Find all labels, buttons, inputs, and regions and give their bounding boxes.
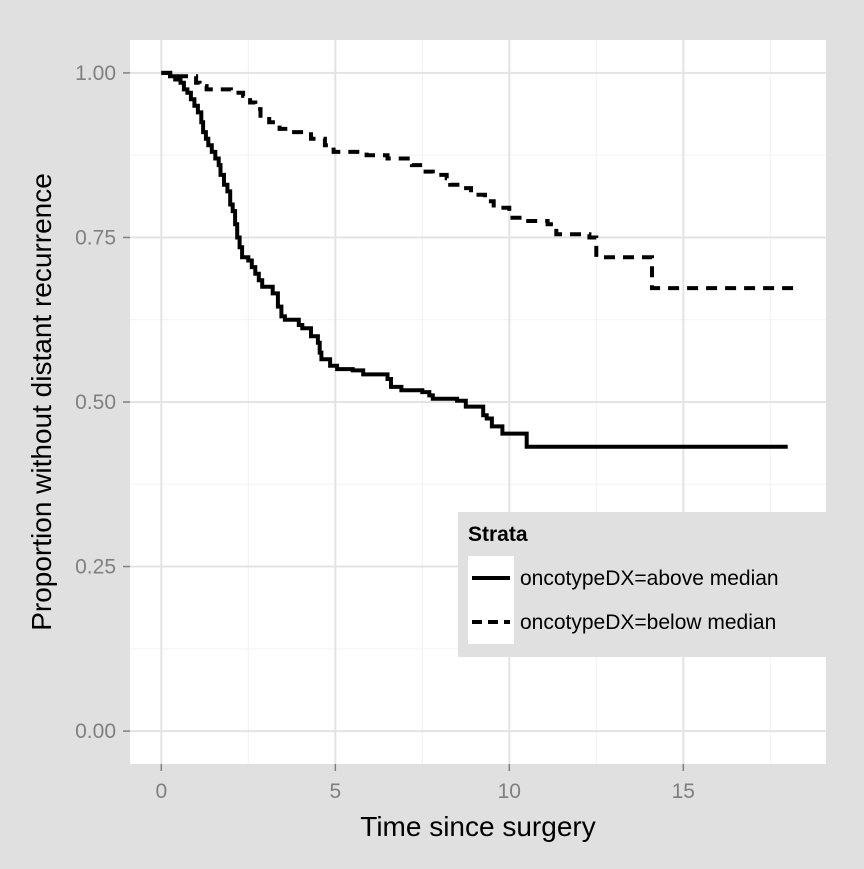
x-axis-label: Time since surgery xyxy=(360,811,595,842)
series-line-2 xyxy=(161,70,799,291)
x-axis: 0 5 10 15 xyxy=(155,764,695,803)
y-tick-label: 1.00 xyxy=(75,62,116,85)
series-line-1 xyxy=(161,70,788,449)
y-tick-label: 0.25 xyxy=(75,556,116,579)
y-tick-label: 0.00 xyxy=(75,720,116,743)
legend-label: oncotypeDX=above median xyxy=(520,567,779,590)
y-axis-label: Proportion without distant recurrence xyxy=(26,173,57,631)
y-tick-label: 0.50 xyxy=(75,391,116,414)
x-tick-label: 0 xyxy=(155,780,167,803)
legend-items: oncotypeDX=above median oncotypeDX=below … xyxy=(468,556,779,644)
series-layer xyxy=(161,70,799,449)
y-tick-label: 0.75 xyxy=(75,226,116,249)
x-tick-label: 15 xyxy=(672,780,695,803)
legend-label: oncotypeDX=below median xyxy=(520,611,776,634)
legend: Strata oncotypeDX=above medianoncotypeDX… xyxy=(458,512,828,657)
legend-title: Strata xyxy=(468,523,528,546)
legend-background xyxy=(458,512,828,657)
x-tick-label: 5 xyxy=(329,780,341,803)
x-tick-label: 10 xyxy=(498,780,521,803)
y-axis: 0.00 0.25 0.50 0.75 1.00 xyxy=(75,62,130,743)
